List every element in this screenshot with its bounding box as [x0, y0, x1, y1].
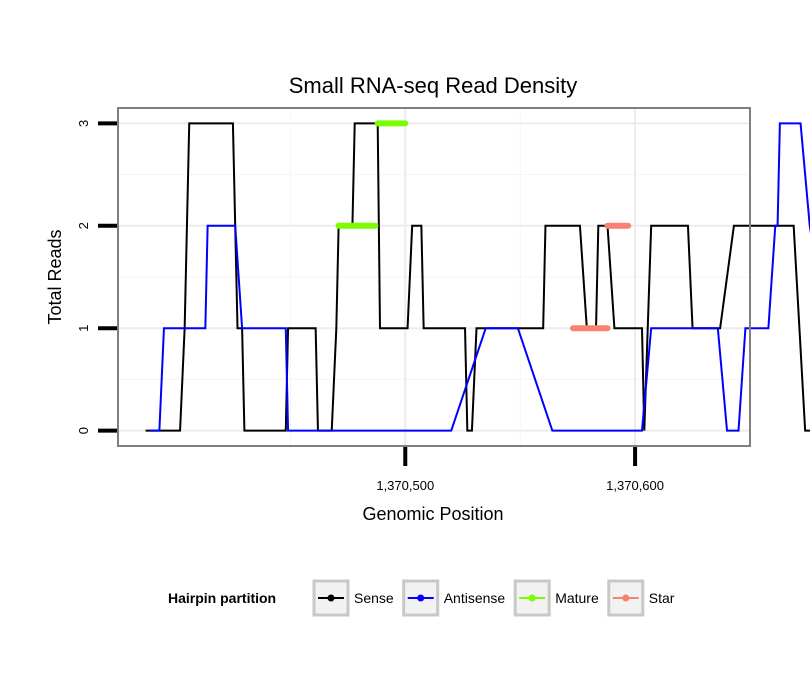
legend-title: Hairpin partition: [168, 590, 276, 606]
y-tick-label: 1: [76, 325, 91, 332]
legend-key-dot-antisense: [417, 594, 425, 602]
plot-border: [117, 107, 751, 447]
x-tick-label: 1,370,500: [376, 478, 434, 493]
legend: Hairpin partition Sense Antisense Mature St…: [168, 579, 675, 617]
chart-title: Small RNA-seq Read Density: [289, 73, 578, 98]
legend-label-mature: Mature: [555, 590, 599, 606]
y-axis-title: Total Reads: [45, 229, 65, 324]
legend-key-dot-star: [622, 594, 630, 602]
legend-label-sense: Sense: [354, 590, 394, 606]
series-sense-line: [145, 122, 810, 432]
y-tick-label: 2: [76, 222, 91, 229]
y-tick-label: 3: [76, 120, 91, 127]
x-axis-title: Genomic Position: [362, 504, 503, 524]
y-axis: 0 1 2 3: [76, 120, 117, 434]
legend-label-antisense: Antisense: [444, 590, 506, 606]
x-tick-label: 1,370,600: [606, 478, 664, 493]
series-antisense-line: [150, 122, 810, 432]
x-axis: 1,370,500 1,370,600: [376, 447, 664, 493]
y-tick-label: 0: [76, 427, 91, 434]
legend-key-dot-mature: [528, 594, 536, 602]
legend-label-star: Star: [649, 590, 675, 606]
legend-key-dot-sense: [327, 594, 335, 602]
series-layer: [145, 120, 810, 432]
